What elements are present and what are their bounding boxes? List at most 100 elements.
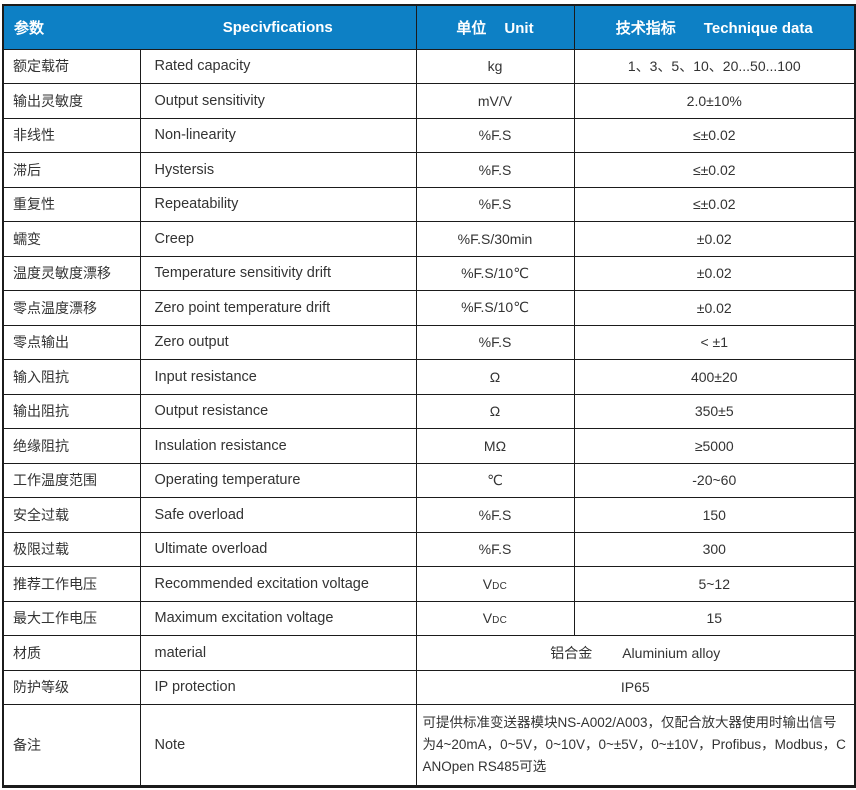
table-row: 最大工作电压 Maximum excitation voltage VDC 15 — [2, 600, 856, 636]
cell-en: Output resistance — [139, 393, 417, 429]
cell-cn: 备注 — [2, 704, 141, 787]
cell-value: ≤±0.02 — [573, 117, 856, 153]
table-row: 输出灵敏度 Output sensitivity mV/V 2.0±10% — [2, 83, 856, 119]
table-header: 参数 Specivfications 单位 Unit 技术指标 Technique … — [2, 4, 856, 50]
cell-en: Insulation resistance — [139, 428, 417, 464]
cell-value: 300 — [573, 531, 856, 567]
table-row: 温度灵敏度漂移 Temperature sensitivity drift %F… — [2, 255, 856, 291]
table-row: 非线性 Non-linearity %F.S ≤±0.02 — [2, 117, 856, 153]
table-row: 极限过载 Ultimate overload %F.S 300 — [2, 531, 856, 567]
cell-en: Temperature sensitivity drift — [139, 255, 417, 291]
cell-unit: Ω — [415, 359, 575, 395]
table-row: 额定载荷 Rated capacity kg 1、3、5、10、20...50.… — [2, 48, 856, 84]
cell-cn: 防护等级 — [2, 669, 141, 705]
cell-value: 5~12 — [573, 566, 856, 602]
cell-cn: 安全过载 — [2, 497, 141, 533]
material-row: 材质 material 铝合金 Aluminium alloy — [2, 635, 856, 671]
table-row: 滞后 Hystersis %F.S ≤±0.02 — [2, 152, 856, 188]
cell-value: ±0.02 — [573, 221, 856, 257]
cell-unit: MΩ — [415, 428, 575, 464]
cell-en: Non-linearity — [139, 117, 417, 153]
unit-main: V — [482, 575, 493, 592]
cell-value: ≤±0.02 — [573, 152, 856, 188]
cell-value: ≤±0.02 — [573, 186, 856, 222]
header-unit-cn: 单位 — [456, 19, 487, 37]
cell-unit: %F.S — [415, 497, 575, 533]
cell-en: Recommended excitation voltage — [139, 566, 417, 602]
cell-unit: %F.S — [415, 186, 575, 222]
material-value-en: Aluminium alloy — [622, 644, 721, 661]
table-row: 工作温度范围 Operating temperature ℃ -20~60 — [2, 462, 856, 498]
cell-unit: ℃ — [415, 462, 575, 498]
cell-unit: kg — [415, 48, 575, 84]
cell-unit: VDC — [415, 566, 575, 602]
cell-unit: mV/V — [415, 83, 575, 119]
cell-cn: 温度灵敏度漂移 — [2, 255, 141, 291]
cell-value: ±0.02 — [573, 290, 856, 326]
header-technique-data: 技术指标 Technique data — [573, 4, 856, 50]
cell-cn: 额定载荷 — [2, 48, 141, 84]
cell-unit: %F.S — [415, 152, 575, 188]
cell-cn: 输入阻抗 — [2, 359, 141, 395]
cell-cn: 极限过载 — [2, 531, 141, 567]
cell-en: Maximum excitation voltage — [139, 600, 417, 636]
cell-unit: VDC — [415, 600, 575, 636]
header-data-en: Technique data — [703, 19, 813, 37]
cell-value: ≥5000 — [573, 428, 856, 464]
cell-en: material — [139, 635, 417, 671]
cell-en: Hystersis — [139, 152, 417, 188]
table-row: 推荐工作电压 Recommended excitation voltage VD… — [2, 566, 856, 602]
table-row: 输入阻抗 Input resistance Ω 400±20 — [2, 359, 856, 395]
note-value-cell: 可提供标准变送器模块NS-A002/A003，仅配合放大器使用时输出信号为4~2… — [415, 704, 856, 787]
cell-unit: %F.S/10℃ — [415, 290, 575, 326]
cell-value: 15 — [573, 600, 856, 636]
cell-en: Input resistance — [139, 359, 417, 395]
note-row: 备注 Note 可提供标准变送器模块NS-A002/A003，仅配合放大器使用时… — [2, 704, 856, 787]
cell-unit: Ω — [415, 393, 575, 429]
spec-table: 参数 Specivfications 单位 Unit 技术指标 Technique … — [2, 4, 856, 788]
cell-value: ±0.02 — [573, 255, 856, 291]
cell-cn: 零点输出 — [2, 324, 141, 360]
table-row: 绝缘阻抗 Insulation resistance MΩ ≥5000 — [2, 428, 856, 464]
header-specifications: Specivfications — [140, 4, 417, 50]
cell-cn: 绝缘阻抗 — [2, 428, 141, 464]
material-value-cn: 铝合金 — [550, 644, 593, 661]
header-row: 参数 Specivfications 单位 Unit 技术指标 Technique … — [2, 4, 856, 50]
cell-unit: %F.S — [415, 117, 575, 153]
cell-en: Rated capacity — [139, 48, 417, 84]
cell-cn: 零点温度漂移 — [2, 290, 141, 326]
cell-unit: %F.S/30min — [415, 221, 575, 257]
cell-cn: 蠕变 — [2, 221, 141, 257]
cell-cn: 推荐工作电压 — [2, 566, 141, 602]
cell-en: Zero point temperature drift — [139, 290, 417, 326]
table-row: 蠕变 Creep %F.S/30min ±0.02 — [2, 221, 856, 257]
cell-value: 2.0±10% — [573, 83, 856, 119]
unit-subscript: DC — [492, 580, 508, 592]
cell-cn: 重复性 — [2, 186, 141, 222]
cell-en: Output sensitivity — [139, 83, 417, 119]
cell-value: -20~60 — [573, 462, 856, 498]
cell-unit: %F.S/10℃ — [415, 255, 575, 291]
unit-subscript: DC — [492, 615, 508, 627]
cell-en: Operating temperature — [139, 462, 417, 498]
cell-unit: %F.S — [415, 324, 575, 360]
table-row: 零点温度漂移 Zero point temperature drift %F.S… — [2, 290, 856, 326]
ip-value-cell: IP65 — [415, 669, 856, 705]
cell-value: 150 — [573, 497, 856, 533]
cell-en: Safe overload — [139, 497, 417, 533]
unit-main: V — [482, 610, 493, 627]
cell-en: Repeatability — [139, 186, 417, 222]
cell-en: Note — [139, 704, 417, 787]
cell-cn: 材质 — [2, 635, 141, 671]
ip-row: 防护等级 IP protection IP65 — [2, 669, 856, 705]
cell-unit: %F.S — [415, 531, 575, 567]
cell-value: 350±5 — [573, 393, 856, 429]
table-row: 安全过载 Safe overload %F.S 150 — [2, 497, 856, 533]
cell-cn: 非线性 — [2, 117, 141, 153]
cell-cn: 输出灵敏度 — [2, 83, 141, 119]
cell-en: Creep — [139, 221, 417, 257]
header-data-cn: 技术指标 — [615, 19, 676, 37]
cell-value: 400±20 — [573, 359, 856, 395]
header-unit: 单位 Unit — [415, 4, 575, 50]
